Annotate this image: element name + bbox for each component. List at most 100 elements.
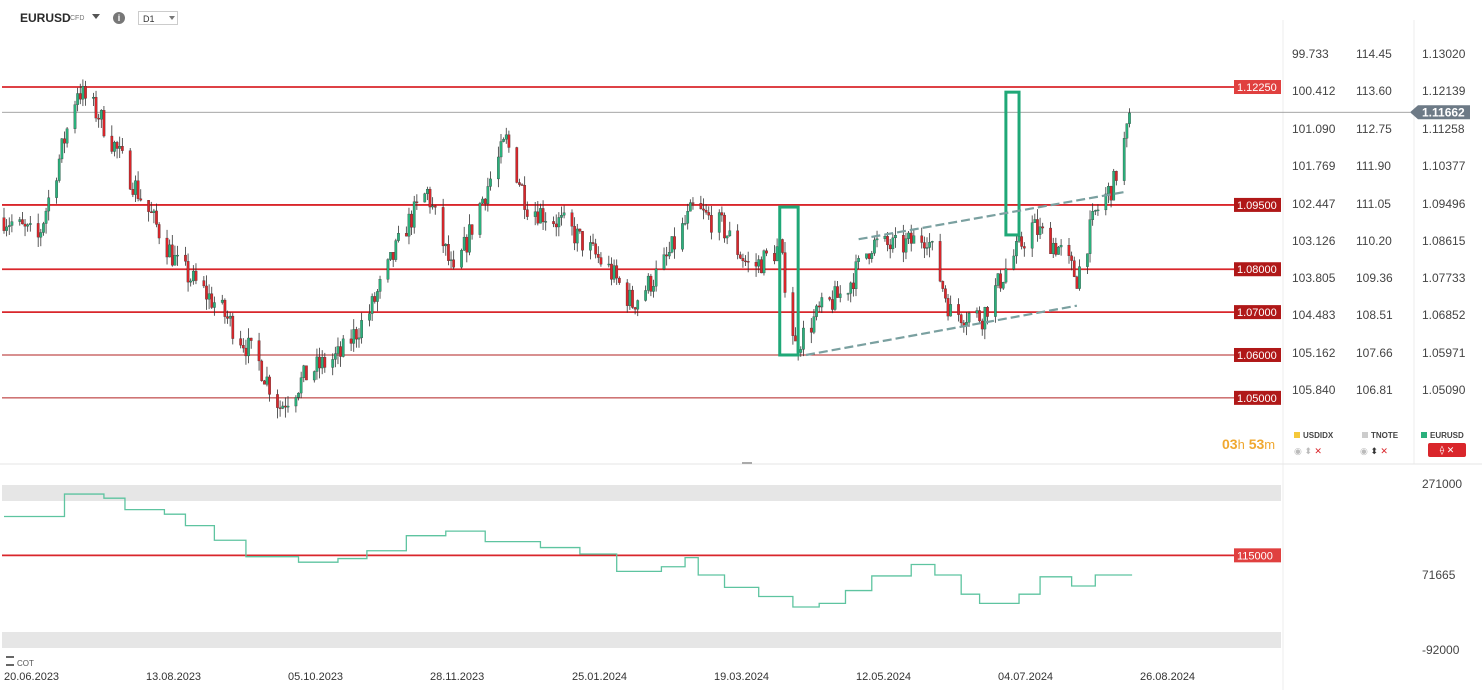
legend-usdidx-controls[interactable]: ◉ ⬍ ✕ xyxy=(1294,446,1322,456)
candle-body xyxy=(888,244,892,250)
candle-body xyxy=(830,299,834,310)
candle-body xyxy=(894,235,897,239)
candle-body xyxy=(207,293,211,300)
candle-body xyxy=(1122,138,1126,181)
candle-body xyxy=(297,392,300,398)
legend-tnote[interactable]: TNOTE xyxy=(1362,431,1398,440)
candle-body xyxy=(1072,260,1076,277)
candle-body xyxy=(649,275,653,292)
candle-body xyxy=(128,150,132,190)
symbol-label[interactable]: EURUSD xyxy=(20,11,71,25)
candle-body xyxy=(736,230,740,255)
candle-body xyxy=(552,221,555,225)
candle-body xyxy=(980,320,984,330)
x-tick: 26.08.2024 xyxy=(1140,671,1196,683)
candle-body xyxy=(589,242,592,251)
candle-body xyxy=(901,235,905,253)
level-tag xyxy=(1234,80,1281,95)
candle-body xyxy=(1112,170,1116,201)
candle-body xyxy=(617,277,621,283)
cot-y-tick: 71665 xyxy=(1422,568,1456,582)
candle-body xyxy=(560,215,563,218)
candle-body xyxy=(799,349,803,353)
instrument-type-label: CFD xyxy=(70,15,85,22)
candle-body xyxy=(904,238,908,253)
timeframe-select[interactable]: D1 xyxy=(138,11,178,25)
candle-body xyxy=(341,338,345,357)
candle-body xyxy=(949,304,953,317)
candle-body xyxy=(886,236,889,246)
candles-group xyxy=(2,79,1131,419)
cot-indicator-label[interactable]: COT xyxy=(6,656,34,668)
candle-body xyxy=(539,208,542,224)
candle-body xyxy=(681,223,684,250)
candle-body xyxy=(120,145,124,151)
candle-body xyxy=(102,110,106,137)
y-tick-tertiary: 103.805 xyxy=(1292,271,1336,285)
candle-body xyxy=(683,223,687,225)
symbol-dropdown-caret-icon[interactable] xyxy=(92,14,100,19)
candle-body xyxy=(294,397,298,407)
y-tick-tertiary: 102.447 xyxy=(1292,197,1336,211)
candle-body xyxy=(394,240,398,260)
candle-body xyxy=(1001,281,1005,289)
candle-body xyxy=(688,202,692,212)
candle-body xyxy=(746,261,750,263)
candle-body xyxy=(812,316,816,333)
candle-body xyxy=(523,185,527,210)
candle-body xyxy=(268,376,271,395)
candle-body xyxy=(967,312,971,323)
candle-body xyxy=(99,110,103,120)
y-tick-secondary: 109.36 xyxy=(1356,271,1393,285)
candle-body xyxy=(202,280,206,287)
candle-body xyxy=(846,293,850,295)
y-tick-tertiary: 99.733 xyxy=(1292,47,1329,61)
candle-body xyxy=(625,282,629,306)
legend-eurusd[interactable]: EURUSD xyxy=(1421,431,1464,440)
y-tick-secondary: 111.90 xyxy=(1356,159,1391,173)
candle-body xyxy=(42,223,45,233)
candle-body xyxy=(525,209,529,217)
candle-body xyxy=(944,288,947,299)
candle-body xyxy=(478,203,482,235)
y-tick-primary: 1.11258 xyxy=(1422,122,1465,136)
candle-body xyxy=(410,213,413,228)
candle-body xyxy=(1054,242,1058,255)
candle-body xyxy=(462,236,466,251)
candle-body xyxy=(231,315,235,339)
candle-body xyxy=(170,244,174,266)
y-tick-tertiary: 101.090 xyxy=(1292,122,1336,136)
candle-body xyxy=(176,254,179,257)
candle-body xyxy=(84,86,87,99)
candle-body xyxy=(925,247,929,249)
candle-body xyxy=(1107,186,1110,195)
candle-body xyxy=(791,292,795,336)
candle-body xyxy=(1038,226,1042,235)
candle-body xyxy=(662,254,666,270)
candle-body xyxy=(355,329,358,340)
eurusd-series-controls[interactable]: ⟠ ✕ xyxy=(1428,443,1466,457)
candle-body xyxy=(376,291,379,302)
candle-body xyxy=(97,117,101,120)
legend-tnote-controls[interactable]: ◉ ⬍ ✕ xyxy=(1360,446,1388,456)
timeframe-caret-icon[interactable] xyxy=(169,16,175,20)
candle-body xyxy=(1096,209,1100,212)
indicator-menu-icon[interactable] xyxy=(6,656,14,666)
candle-body xyxy=(594,243,598,255)
candle-countdown: 03h 53m xyxy=(1222,436,1276,452)
legend-usdidx[interactable]: USDIDX xyxy=(1294,431,1333,440)
candle-body xyxy=(305,365,308,381)
candle-body xyxy=(544,221,548,223)
candle-body xyxy=(612,265,616,280)
candle-body xyxy=(833,286,837,310)
candle-body xyxy=(1128,112,1131,124)
candle-body xyxy=(357,337,361,340)
candle-body xyxy=(386,259,390,280)
candle-body xyxy=(194,270,198,281)
info-icon[interactable]: i xyxy=(113,12,125,24)
cot-band-top xyxy=(2,485,1281,501)
candle-body xyxy=(1012,255,1016,270)
candle-body xyxy=(596,254,600,258)
candle-body xyxy=(607,263,611,266)
